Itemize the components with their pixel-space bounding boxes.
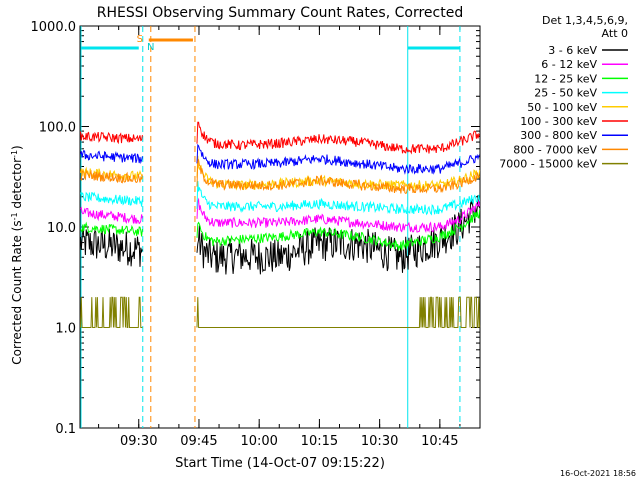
series-line [196, 121, 481, 155]
legend-entry-label: 25 - 50 keV [534, 87, 597, 100]
tick-labels: 0.1 1.0 10.0 100.0 1000.0 09:30 09:45 10:00 10:1… [31, 20, 459, 449]
series-line [80, 169, 143, 184]
y-axis-label-part1: Corrected Count Rate (s [10, 220, 24, 364]
series-line [196, 181, 481, 216]
legend-entry-label: 800 - 7000 keV [513, 143, 597, 156]
series-line [80, 221, 143, 237]
y-axis-label-sup2: -1 [10, 150, 19, 158]
x-tick-label: 10:15 [301, 434, 338, 449]
legend-entry-label: 3 - 6 keV [548, 44, 597, 57]
footer-date: 16-Oct-2021 18:56 [560, 469, 636, 478]
x-tick-label: 10:00 [240, 434, 277, 449]
series-line [80, 131, 143, 145]
series-line [196, 158, 481, 195]
series-line [196, 296, 481, 328]
y-axis-label-part3: ) [10, 145, 24, 150]
legend-title: Det 1,3,4,5,6,9, [542, 14, 628, 27]
series-line [80, 206, 143, 225]
y-tick-label: 0.1 [55, 422, 76, 437]
y-axis-label-part2: detector [10, 158, 24, 213]
series-line [196, 197, 481, 234]
legend-entry-label: 100 - 300 keV [520, 115, 597, 128]
y-axis-label: Corrected Count Rate (s-1 detector-1) [10, 145, 24, 364]
x-tick-label: 10:45 [421, 434, 458, 449]
legend-entry-label: 7000 - 15000 keV [499, 158, 597, 171]
flag-label: N [147, 42, 154, 53]
legend-entry-label: 6 - 12 keV [541, 58, 597, 71]
series-line [80, 150, 143, 165]
legend-entry-label: 300 - 800 keV [520, 129, 597, 142]
time-markers: SN [80, 26, 461, 428]
series-lines [80, 121, 481, 328]
y-tick-label: 1000.0 [31, 20, 77, 35]
series-line [80, 296, 143, 328]
legend-entry-label: 50 - 100 keV [527, 101, 597, 114]
y-tick-label: 10.0 [47, 221, 76, 236]
series-line [80, 191, 143, 207]
series-line [196, 195, 481, 275]
flag-label: S [137, 34, 143, 45]
legend-subtitle: Att 0 [602, 27, 628, 40]
x-tick-label: 10:30 [361, 434, 398, 449]
series-line [196, 143, 480, 175]
plot-axes [79, 25, 481, 429]
y-tick-label: 100.0 [39, 121, 76, 136]
series-line [196, 155, 481, 191]
y-axis-label-sup1: -1 [10, 212, 19, 220]
series-line [80, 224, 143, 267]
legend-entry-label: 12 - 25 keV [534, 72, 597, 85]
chart-title: RHESSI Observing Summary Count Rates, Co… [97, 5, 463, 21]
series-line [196, 209, 481, 251]
x-tick-label: 09:30 [120, 434, 157, 449]
y-tick-label: 1.0 [55, 322, 76, 337]
x-tick-label: 09:45 [180, 434, 217, 449]
x-axis-label: Start Time (14-Oct-07 09:15:22) [175, 456, 385, 471]
